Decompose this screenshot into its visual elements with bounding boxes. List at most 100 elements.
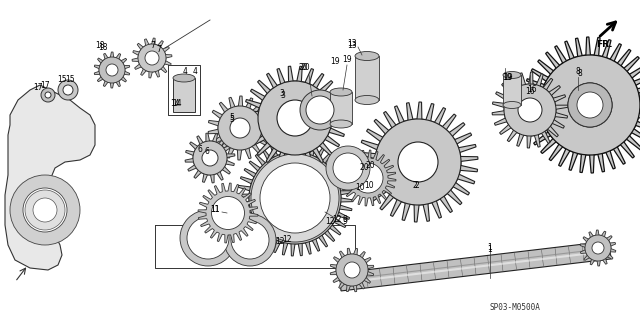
Polygon shape (492, 72, 568, 148)
Circle shape (99, 57, 125, 83)
Circle shape (577, 92, 603, 118)
Circle shape (258, 81, 332, 155)
Polygon shape (185, 133, 235, 183)
Text: 1: 1 (488, 243, 492, 253)
Circle shape (23, 188, 67, 232)
Text: 5: 5 (230, 115, 234, 124)
Text: 4: 4 (193, 68, 197, 77)
Circle shape (518, 98, 542, 122)
Polygon shape (339, 241, 611, 291)
Text: 2: 2 (415, 181, 419, 189)
Circle shape (260, 163, 330, 233)
Polygon shape (522, 37, 640, 173)
Circle shape (106, 64, 118, 76)
Circle shape (568, 83, 612, 127)
Circle shape (336, 254, 368, 286)
Text: 16: 16 (527, 85, 537, 94)
Text: 15: 15 (65, 76, 75, 85)
Text: 9: 9 (342, 218, 348, 226)
Text: 12: 12 (325, 218, 335, 226)
Circle shape (585, 235, 611, 261)
Text: 15: 15 (57, 76, 67, 85)
Ellipse shape (355, 51, 379, 61)
Text: 19: 19 (330, 57, 340, 66)
Circle shape (375, 119, 461, 205)
Circle shape (249, 152, 341, 244)
Circle shape (45, 92, 51, 98)
Circle shape (187, 217, 229, 259)
Polygon shape (330, 248, 374, 292)
Text: 19: 19 (502, 73, 512, 83)
Text: 14: 14 (170, 99, 180, 108)
Ellipse shape (173, 74, 195, 82)
Circle shape (41, 88, 55, 102)
Text: 4: 4 (182, 68, 188, 77)
Circle shape (306, 96, 334, 124)
Text: 9: 9 (342, 216, 348, 225)
Text: 12: 12 (332, 216, 342, 225)
Polygon shape (5, 85, 95, 270)
Polygon shape (358, 102, 478, 222)
Text: 12: 12 (275, 238, 285, 247)
Text: 7: 7 (150, 41, 156, 49)
Circle shape (398, 142, 438, 182)
Circle shape (592, 242, 604, 254)
Text: 16: 16 (525, 87, 535, 97)
Text: 17: 17 (33, 83, 43, 92)
Text: 8: 8 (575, 68, 580, 77)
Text: 19: 19 (503, 73, 513, 83)
Circle shape (277, 100, 313, 136)
Bar (355, 56, 379, 100)
Circle shape (326, 146, 370, 190)
Text: 8: 8 (578, 69, 582, 78)
Polygon shape (340, 150, 396, 206)
Circle shape (193, 141, 227, 175)
Text: 13: 13 (347, 41, 357, 49)
Text: SP03-M0500A: SP03-M0500A (490, 303, 541, 313)
Polygon shape (243, 66, 347, 170)
Text: 20: 20 (300, 63, 310, 72)
Circle shape (540, 55, 640, 155)
Ellipse shape (503, 101, 521, 108)
Text: 11: 11 (211, 205, 220, 214)
Text: 10: 10 (355, 183, 365, 192)
Circle shape (568, 83, 612, 127)
Text: 20: 20 (298, 63, 308, 72)
Text: 7: 7 (157, 46, 161, 55)
Circle shape (63, 85, 73, 95)
Bar (173, 78, 195, 112)
Circle shape (202, 150, 218, 166)
Text: 6: 6 (198, 145, 202, 154)
Circle shape (344, 262, 360, 278)
Circle shape (353, 163, 383, 193)
Ellipse shape (355, 95, 379, 105)
Circle shape (231, 221, 269, 259)
Text: 3: 3 (280, 91, 285, 100)
Text: 11: 11 (211, 205, 220, 214)
Circle shape (504, 84, 556, 136)
Text: 14: 14 (172, 99, 182, 108)
Text: 18: 18 (95, 41, 105, 49)
Polygon shape (580, 230, 616, 266)
Bar (503, 75, 521, 105)
Text: 17: 17 (40, 80, 50, 90)
Circle shape (33, 198, 57, 222)
Circle shape (300, 90, 340, 130)
Polygon shape (198, 183, 258, 243)
Polygon shape (237, 140, 353, 256)
Text: 13: 13 (347, 39, 357, 48)
Bar (330, 92, 352, 124)
Circle shape (270, 173, 320, 223)
Text: 12: 12 (282, 235, 292, 244)
Ellipse shape (330, 120, 352, 128)
Circle shape (180, 210, 236, 266)
Text: 5: 5 (230, 114, 234, 122)
Circle shape (145, 51, 159, 65)
Circle shape (10, 175, 80, 245)
Polygon shape (132, 38, 172, 78)
Circle shape (58, 80, 78, 100)
Text: FR.: FR. (596, 40, 612, 49)
Circle shape (251, 154, 339, 242)
Text: 6: 6 (205, 147, 209, 157)
Circle shape (218, 106, 262, 150)
